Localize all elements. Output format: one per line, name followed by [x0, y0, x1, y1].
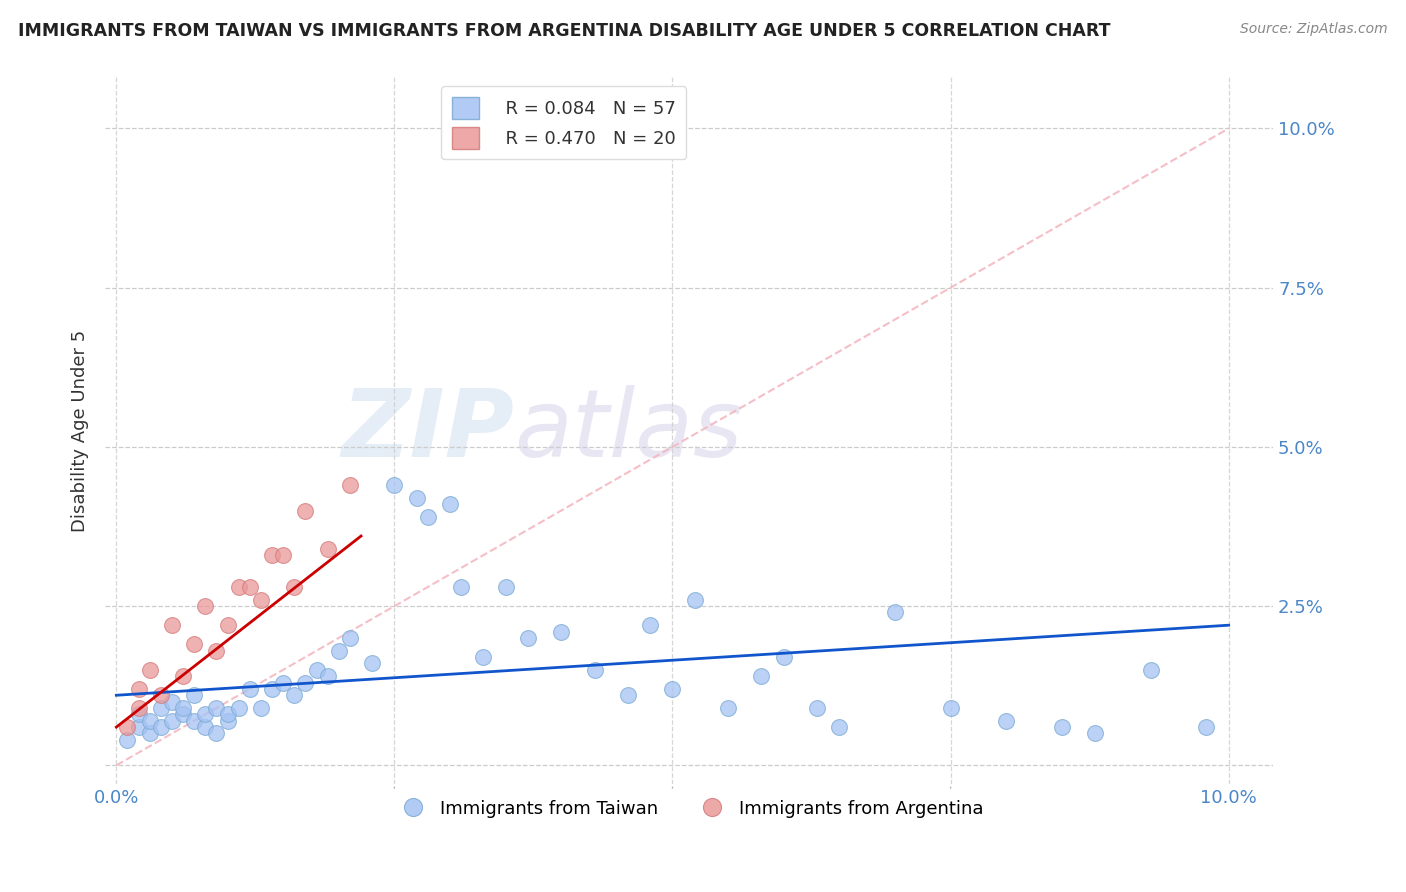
Point [183, 714, 205, 728]
Point [172, 701, 194, 715]
Point [228, 580, 250, 594]
Point [751, 669, 773, 683]
Point [939, 701, 962, 715]
Point [828, 720, 851, 734]
Point [405, 491, 427, 505]
Point [339, 631, 361, 645]
Point [450, 580, 472, 594]
Point [294, 503, 316, 517]
Point [617, 688, 640, 702]
Point [138, 663, 160, 677]
Point [495, 580, 517, 594]
Point [217, 707, 239, 722]
Point [239, 580, 262, 594]
Point [160, 618, 183, 632]
Point [239, 681, 262, 696]
Point [1139, 663, 1161, 677]
Point [205, 726, 228, 740]
Point [717, 701, 740, 715]
Point [516, 631, 538, 645]
Point [117, 720, 139, 734]
Point [183, 637, 205, 651]
Point [138, 726, 160, 740]
Legend: Immigrants from Taiwan, Immigrants from Argentina: Immigrants from Taiwan, Immigrants from … [388, 792, 991, 825]
Point [583, 663, 606, 677]
Point [283, 688, 305, 702]
Y-axis label: Disability Age Under 5: Disability Age Under 5 [72, 330, 89, 532]
Point [149, 701, 172, 715]
Point [416, 510, 439, 524]
Point [328, 643, 350, 657]
Point [194, 707, 217, 722]
Point [361, 657, 384, 671]
Point [117, 732, 139, 747]
Point [149, 688, 172, 702]
Point [160, 695, 183, 709]
Point [194, 599, 217, 613]
Point [283, 580, 305, 594]
Point [260, 548, 283, 562]
Point [160, 714, 183, 728]
Point [995, 714, 1018, 728]
Point [149, 720, 172, 734]
Point [384, 478, 406, 492]
Point [271, 548, 294, 562]
Point [228, 701, 250, 715]
Point [316, 541, 339, 556]
Point [250, 701, 273, 715]
Point [1195, 720, 1218, 734]
Point [205, 643, 228, 657]
Point [260, 681, 283, 696]
Point [128, 681, 150, 696]
Point [172, 669, 194, 683]
Point [1084, 726, 1107, 740]
Point [205, 701, 228, 715]
Point [884, 606, 907, 620]
Point [217, 618, 239, 632]
Point [316, 669, 339, 683]
Point [806, 701, 828, 715]
Point [638, 618, 661, 632]
Point [138, 714, 160, 728]
Point [772, 650, 794, 665]
Point [550, 624, 572, 639]
Point [217, 714, 239, 728]
Text: Source: ZipAtlas.com: Source: ZipAtlas.com [1240, 22, 1388, 37]
Text: atlas: atlas [515, 385, 742, 476]
Text: ZIP: ZIP [342, 385, 515, 477]
Point [271, 675, 294, 690]
Point [128, 720, 150, 734]
Point [172, 707, 194, 722]
Point [194, 720, 217, 734]
Point [472, 650, 495, 665]
Point [305, 663, 328, 677]
Point [183, 688, 205, 702]
Point [294, 675, 316, 690]
Point [339, 478, 361, 492]
Point [1050, 720, 1073, 734]
Text: IMMIGRANTS FROM TAIWAN VS IMMIGRANTS FROM ARGENTINA DISABILITY AGE UNDER 5 CORRE: IMMIGRANTS FROM TAIWAN VS IMMIGRANTS FRO… [18, 22, 1111, 40]
Point [661, 681, 683, 696]
Point [439, 497, 461, 511]
Point [128, 707, 150, 722]
Point [128, 701, 150, 715]
Point [250, 592, 273, 607]
Point [683, 592, 706, 607]
